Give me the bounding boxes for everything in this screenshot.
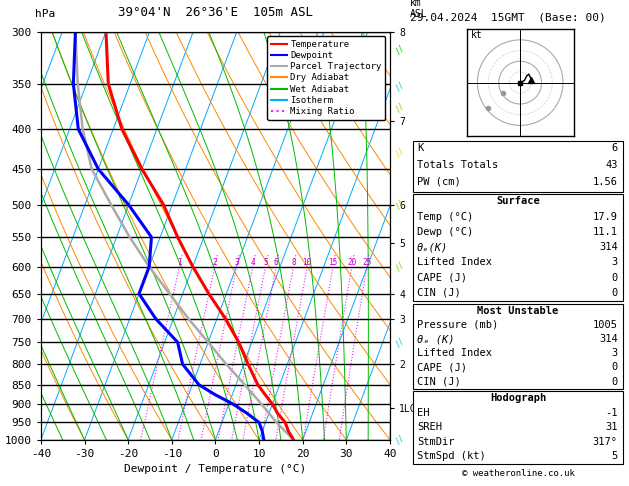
Text: //: // <box>393 42 406 56</box>
Text: 31: 31 <box>605 422 618 433</box>
Text: CAPE (J): CAPE (J) <box>417 363 467 372</box>
Text: Surface: Surface <box>496 196 540 207</box>
Text: θₑ (K): θₑ (K) <box>417 334 455 344</box>
Text: 5: 5 <box>611 451 618 462</box>
Text: Pressure (mb): Pressure (mb) <box>417 320 498 330</box>
Text: //: // <box>393 146 406 159</box>
Text: 3: 3 <box>611 348 618 358</box>
Text: 0: 0 <box>611 288 618 298</box>
Text: PW (cm): PW (cm) <box>417 177 461 187</box>
Text: 15: 15 <box>328 258 338 267</box>
Text: 20: 20 <box>347 258 357 267</box>
Text: 5: 5 <box>264 258 268 267</box>
Text: 6: 6 <box>274 258 279 267</box>
Text: 10: 10 <box>303 258 312 267</box>
Text: StmDir: StmDir <box>417 437 455 447</box>
Text: Lifted Index: Lifted Index <box>417 258 492 267</box>
Text: //: // <box>393 198 406 211</box>
Text: //: // <box>393 335 406 349</box>
Text: CIN (J): CIN (J) <box>417 288 461 298</box>
Text: 25: 25 <box>362 258 371 267</box>
Text: SREH: SREH <box>417 422 442 433</box>
Text: © weatheronline.co.uk: © weatheronline.co.uk <box>462 469 574 478</box>
Text: 11.1: 11.1 <box>593 227 618 237</box>
Text: 0: 0 <box>611 363 618 372</box>
Text: hPa: hPa <box>35 9 55 19</box>
Text: 17.9: 17.9 <box>593 211 618 222</box>
Text: -1: -1 <box>605 408 618 418</box>
Text: 39°04'N  26°36'E  105m ASL: 39°04'N 26°36'E 105m ASL <box>118 6 313 19</box>
X-axis label: Dewpoint / Temperature (°C): Dewpoint / Temperature (°C) <box>125 465 306 474</box>
Text: Hodograph: Hodograph <box>490 393 546 403</box>
Text: 43: 43 <box>605 160 618 170</box>
Text: //: // <box>393 101 406 114</box>
Text: //: // <box>393 260 406 273</box>
Text: 314: 314 <box>599 242 618 252</box>
Text: //: // <box>393 433 406 447</box>
Text: 3: 3 <box>611 258 618 267</box>
Text: Lifted Index: Lifted Index <box>417 348 492 358</box>
Text: 2: 2 <box>213 258 217 267</box>
Text: 317°: 317° <box>593 437 618 447</box>
Text: kt: kt <box>471 30 482 40</box>
Text: 314: 314 <box>599 334 618 344</box>
Text: 8: 8 <box>291 258 296 267</box>
Text: CIN (J): CIN (J) <box>417 377 461 386</box>
Text: 1005: 1005 <box>593 320 618 330</box>
Text: 1: 1 <box>177 258 182 267</box>
Text: CAPE (J): CAPE (J) <box>417 273 467 283</box>
Legend: Temperature, Dewpoint, Parcel Trajectory, Dry Adiabat, Wet Adiabat, Isotherm, Mi: Temperature, Dewpoint, Parcel Trajectory… <box>267 36 386 120</box>
Text: EH: EH <box>417 408 430 418</box>
Text: 1.56: 1.56 <box>593 177 618 187</box>
Text: //: // <box>393 80 406 93</box>
Text: 29.04.2024  15GMT  (Base: 00): 29.04.2024 15GMT (Base: 00) <box>410 12 606 22</box>
Text: 4: 4 <box>250 258 255 267</box>
Text: 3: 3 <box>235 258 239 267</box>
Text: Totals Totals: Totals Totals <box>417 160 498 170</box>
Text: Dewp (°C): Dewp (°C) <box>417 227 473 237</box>
Text: K: K <box>417 143 423 153</box>
Text: 6: 6 <box>611 143 618 153</box>
Text: θₑ(K): θₑ(K) <box>417 242 448 252</box>
Text: 0: 0 <box>611 273 618 283</box>
Text: 0: 0 <box>611 377 618 386</box>
Text: Most Unstable: Most Unstable <box>477 306 559 316</box>
Text: km
ASL: km ASL <box>410 0 428 19</box>
Text: Temp (°C): Temp (°C) <box>417 211 473 222</box>
Text: StmSpd (kt): StmSpd (kt) <box>417 451 486 462</box>
